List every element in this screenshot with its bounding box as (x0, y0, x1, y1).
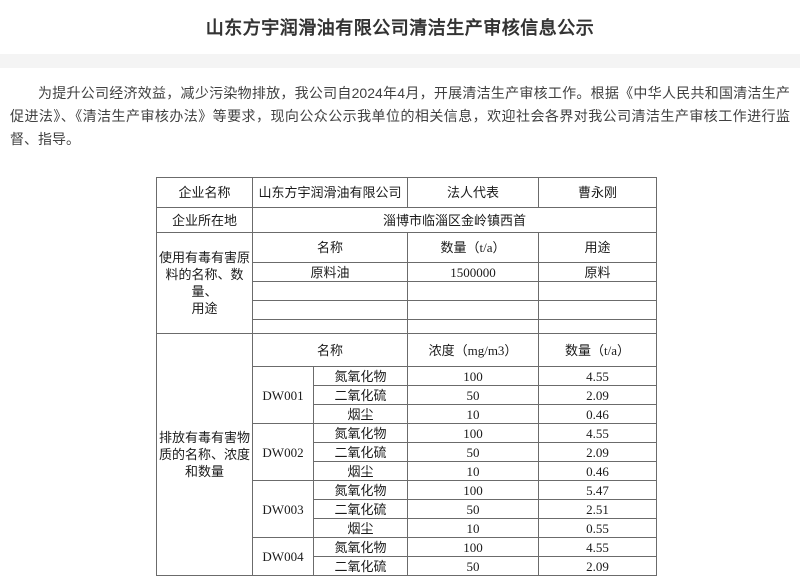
pollutant-quantity: 2.09 (538, 442, 658, 462)
pollutant-name: 烟尘 (312, 518, 409, 538)
pollutant-name: 氮氧化物 (312, 537, 409, 557)
table-row: 排放有毒有害物 质的名称、浓度 和数量 名称 浓度（mg/m3） 数量（t/a） (156, 333, 658, 576)
emissions-section-label: 排放有毒有害物 质的名称、浓度 和数量 (156, 333, 253, 576)
table-row: 使用有毒有害原 料的名称、数量、 用途 名称 数量（t/a） 用途 (156, 232, 658, 334)
company-name-value: 山东方宇润滑油有限公司 (251, 177, 409, 208)
pollutant-name: 二氧化硫 (312, 499, 409, 519)
pollutant-quantity: 4.55 (538, 537, 658, 557)
legal-rep-label: 法人代表 (407, 177, 540, 208)
pollutant-concentration: 100 (407, 366, 540, 386)
pollutant-quantity: 5.47 (538, 480, 658, 500)
pollutant-quantity: 4.55 (538, 423, 658, 443)
raw-material-use: 原料 (538, 262, 658, 282)
emissions-header-concentration: 浓度（mg/m3） (407, 333, 540, 367)
emissions-header-name: 名称 (251, 333, 409, 367)
outlet-id: DW003 (252, 480, 314, 538)
pollutant-quantity: 0.55 (538, 518, 658, 538)
pollutant-concentration: 100 (407, 480, 540, 500)
pollutant-name: 氮氧化物 (312, 366, 409, 386)
table-row: DW002 氮氧化物 100 4.55 (157, 423, 658, 481)
company-name-label: 企业名称 (156, 177, 253, 208)
table-row: DW001 氮氧化物 100 4.55 (157, 366, 658, 424)
table-row: 烟尘 10 0.46 (157, 404, 658, 424)
pollutant-name: 二氧化硫 (312, 442, 409, 462)
legal-rep-value: 曹永刚 (538, 177, 658, 208)
table-row: 企业所在地 淄博市临淄区金岭镇西首 (156, 207, 658, 233)
raw-material-name (251, 300, 409, 320)
intro-paragraph: 为提升公司经济效益，减少污染物排放，我公司自2024年4月，开展清洁生产审核工作… (10, 85, 790, 147)
pollutant-name: 氮氧化物 (312, 480, 409, 500)
raw-header-use: 用途 (538, 232, 658, 263)
pollutant-concentration: 50 (407, 385, 540, 405)
table-row: 二氧化硫 50 2.09 (157, 385, 658, 405)
outlet-id: DW002 (252, 423, 314, 481)
raw-material-name (251, 319, 409, 334)
company-location-value: 淄博市临淄区金岭镇西首 (251, 207, 658, 233)
pollutant-concentration: 50 (407, 499, 540, 519)
raw-material-quantity: 1500000 (407, 262, 540, 282)
pollutant-concentration: 10 (407, 404, 540, 424)
pollutant-concentration: 50 (407, 442, 540, 462)
page-title: 山东方宇润滑油有限公司清洁生产审核信息公示 (205, 18, 595, 38)
pollutant-quantity: 4.55 (538, 366, 658, 386)
pollutant-concentration: 100 (407, 423, 540, 443)
table-row (157, 300, 658, 320)
raw-material-name: 原料油 (251, 262, 409, 282)
pollutant-quantity: 2.51 (538, 499, 658, 519)
pollutant-name: 二氧化硫 (312, 556, 409, 576)
table-row: 二氧化硫 50 2.51 (157, 499, 658, 519)
outlet-id: DW004 (252, 537, 314, 576)
pollutant-concentration: 50 (407, 556, 540, 576)
company-location-label: 企业所在地 (156, 207, 253, 233)
table-row: 企业名称 山东方宇润滑油有限公司 法人代表 曹永刚 (156, 177, 658, 208)
header-divider-band (0, 54, 800, 68)
outlet-id: DW001 (252, 366, 314, 424)
pollutant-name: 氮氧化物 (312, 423, 409, 443)
raw-material-quantity (407, 300, 540, 320)
table-row: 烟尘 10 0.55 (157, 518, 658, 538)
pollutant-concentration: 10 (407, 518, 540, 538)
pollutant-concentration: 100 (407, 537, 540, 557)
emissions-header-quantity: 数量（t/a） (538, 333, 658, 367)
table-row: 烟尘 10 0.46 (157, 461, 658, 481)
audit-table-body: 企业名称 山东方宇润滑油有限公司 法人代表 曹永刚 企业所在地 淄博市临淄区金岭镇西首 使用… (156, 177, 658, 576)
pollutant-quantity: 0.46 (538, 461, 658, 481)
audit-info-table: 企业名称 山东方宇润滑油有限公司 法人代表 曹永刚 企业所在地 淄博市临淄区金岭镇西首 使用… (156, 177, 658, 576)
pollutant-name: 二氧化硫 (312, 385, 409, 405)
pollutant-concentration: 10 (407, 461, 540, 481)
pollutant-quantity: 0.46 (538, 404, 658, 424)
pollutant-quantity: 2.09 (538, 556, 658, 576)
raw-material-quantity (407, 281, 540, 301)
raw-header-quantity: 数量（t/a） (407, 232, 540, 263)
raw-material-quantity (407, 319, 540, 334)
table-row (157, 281, 658, 301)
raw-materials-section-label: 使用有毒有害原 料的名称、数量、 用途 (156, 232, 253, 334)
page-header: 山东方宇润滑油有限公司清洁生产审核信息公示 (0, 0, 800, 54)
pollutant-name: 烟尘 (312, 404, 409, 424)
pollutant-name: 烟尘 (312, 461, 409, 481)
main-content: 为提升公司经济效益，减少污染物排放，我公司自2024年4月，开展清洁生产审核工作… (0, 82, 800, 576)
pollutant-quantity: 2.09 (538, 385, 658, 405)
raw-material-name (251, 281, 409, 301)
raw-material-use (538, 300, 658, 320)
raw-material-use (538, 319, 658, 334)
raw-header-name: 名称 (251, 232, 409, 263)
raw-material-use (538, 281, 658, 301)
